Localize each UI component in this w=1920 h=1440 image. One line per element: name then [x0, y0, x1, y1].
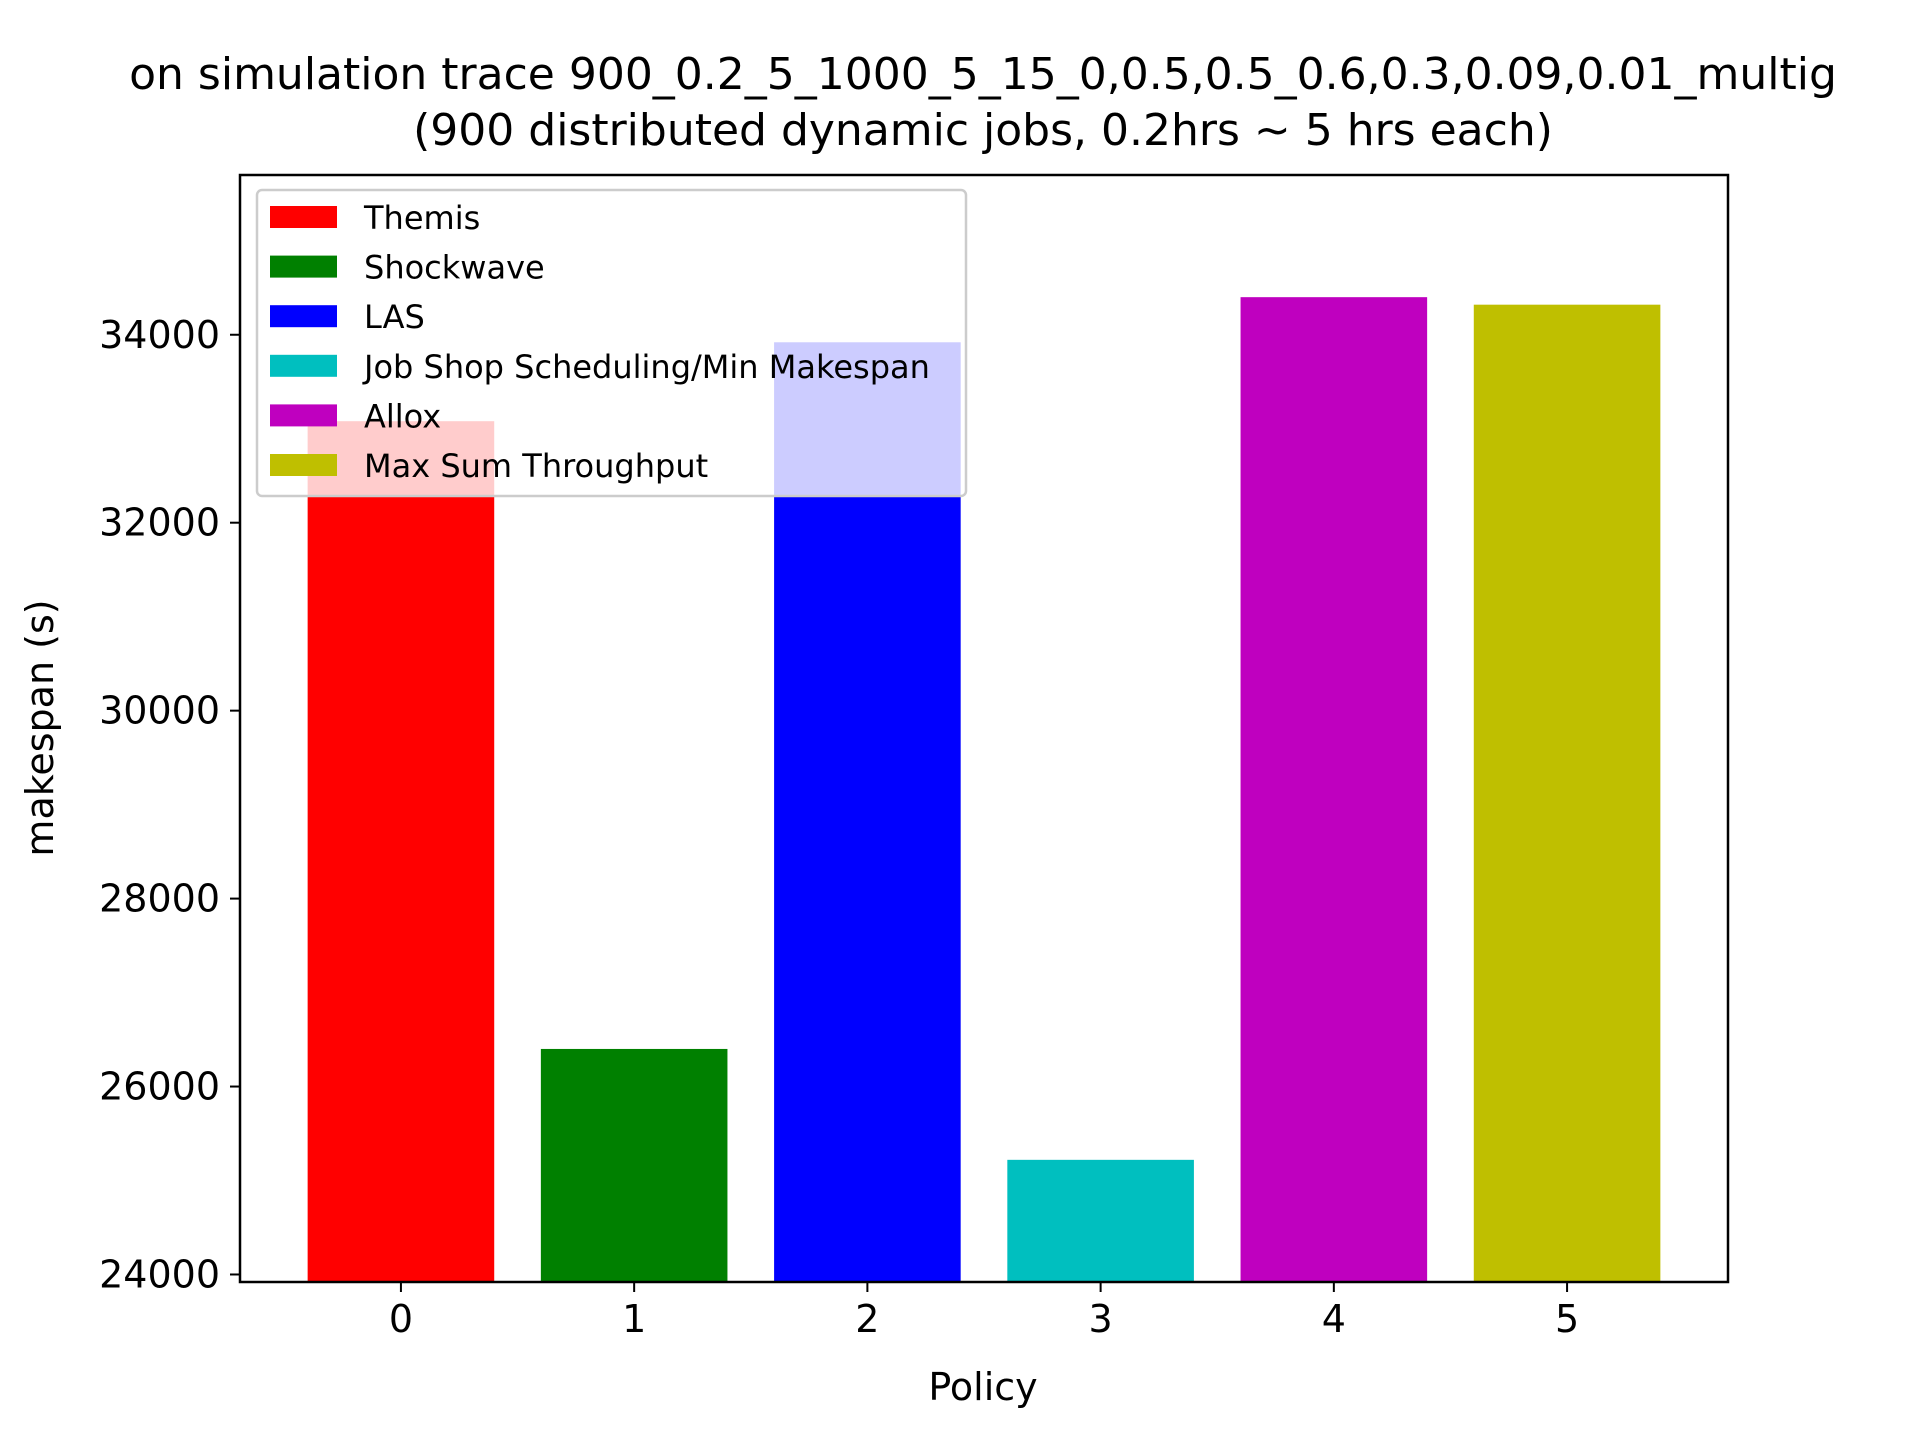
legend-swatch [270, 354, 337, 377]
bar-themis [307, 421, 495, 1282]
legend-swatch [270, 206, 337, 228]
y-tick-label: 26000 [99, 1065, 220, 1109]
bar-las [774, 342, 961, 1283]
bar-max-sum-throughput [1473, 304, 1661, 1283]
legend-label: LAS [364, 298, 425, 336]
bar-job-shop-scheduling-min-makespan [1007, 1159, 1194, 1282]
bar-shockwave [540, 1048, 728, 1282]
legend-swatch [270, 305, 337, 328]
legend-label: Shockwave [364, 249, 545, 287]
legend-label: Themis [363, 199, 480, 237]
legend-box [255, 188, 968, 498]
legend: Themis Shockwave LAS Job Shop Scheduling/Mi… [255, 188, 968, 498]
x-axis-label: Policy [928, 1365, 1037, 1409]
y-tick-label: 34000 [99, 313, 220, 357]
chart-title-line1: on simulation trace 900_0.2_5_1000_5_15_… [129, 49, 1837, 100]
legend-entries: Themis Shockwave LAS Job Shop Scheduling/Mi… [270, 199, 930, 485]
y-tick-label: 28000 [99, 877, 220, 921]
y-axis-label: makespan (s) [18, 599, 62, 856]
x-tick-label: 1 [622, 1297, 646, 1341]
x-tick-label: 3 [1089, 1297, 1113, 1341]
y-tick-label: 30000 [99, 689, 220, 733]
legend-label: Allox [364, 397, 441, 435]
x-tick-label: 5 [1555, 1297, 1579, 1341]
y-tick-label: 32000 [99, 501, 220, 545]
legend-swatch [270, 255, 337, 278]
bar-allox [1240, 297, 1428, 1282]
legend-swatch [270, 454, 337, 476]
chart-title-line2: (900 distributed dynamic jobs, 0.2hrs ~ … [413, 105, 1553, 156]
x-tick-label: 4 [1322, 1297, 1346, 1341]
x-tick-label: 0 [389, 1297, 413, 1341]
y-tick-label: 24000 [99, 1252, 220, 1296]
plot-area-frame [238, 173, 1730, 1284]
x-axis: 0 1 2 3 4 5 [389, 1282, 1579, 1341]
x-tick-label: 2 [855, 1297, 879, 1341]
bars-layer [307, 297, 1661, 1283]
legend-label: Job Shop Scheduling/Min Makespan [362, 348, 930, 386]
y-axis: 24000 26000 28000 30000 32000 34000 [99, 313, 240, 1296]
legend-swatch [270, 404, 337, 427]
legend-label: Max Sum Throughput [364, 447, 708, 485]
